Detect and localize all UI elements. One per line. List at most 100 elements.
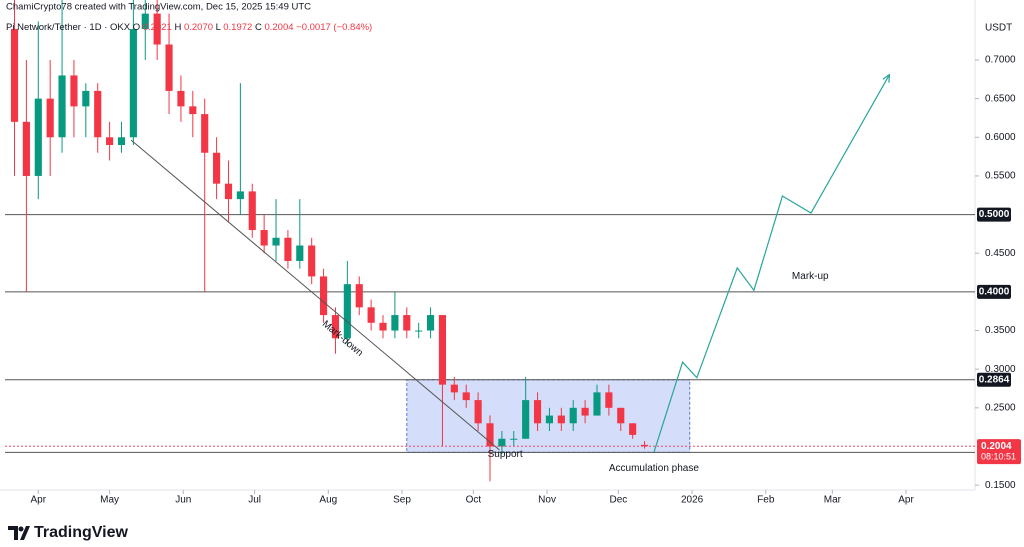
x-tick-label: Oct	[466, 495, 482, 506]
candle-body	[308, 245, 316, 277]
x-tick-label: Sep	[393, 495, 411, 506]
x-tick-label: May	[100, 495, 119, 506]
candle-body	[403, 315, 411, 331]
level-label: 0.5000	[979, 209, 1010, 220]
candle-body	[141, 13, 149, 30]
symbol: Pi Network/Tether · 1D · OKX	[6, 22, 131, 33]
candle-body	[379, 322, 387, 331]
candle-body	[272, 237, 280, 246]
candle-body	[22, 121, 30, 176]
candle-body	[284, 237, 292, 261]
header: ChamiCrypto78 created with TradingView.c…	[6, 2, 311, 13]
candle-body	[593, 392, 601, 416]
candle-body	[450, 384, 458, 393]
candle-body	[106, 137, 114, 146]
countdown: 08:10:51	[981, 452, 1016, 462]
markdown-line	[130, 139, 500, 451]
candle-body	[248, 191, 256, 231]
level-label-box	[977, 372, 1011, 387]
x-tick-label: Aug	[319, 495, 337, 506]
ohlc-value: 0.2021	[143, 22, 172, 33]
x-tick-label: Jul	[248, 495, 261, 506]
level-label: 0.4000	[979, 287, 1010, 298]
candle-body	[213, 152, 221, 184]
x-tick-label: Apr	[31, 495, 47, 506]
y-tick-label: 0.3500	[985, 325, 1016, 336]
logo-dot	[18, 526, 24, 532]
candle-body	[486, 423, 494, 447]
candle-body	[224, 183, 233, 200]
x-tick-label: 2026	[681, 495, 704, 506]
y-tick-label: 0.4500	[985, 248, 1016, 259]
candle-body	[94, 90, 102, 138]
level-label-box	[977, 284, 1011, 299]
candle-body	[569, 407, 577, 424]
candle-body	[391, 315, 399, 331]
candle-body	[367, 307, 375, 323]
candle-body	[426, 315, 435, 331]
candle-body	[70, 75, 78, 107]
candle-body	[165, 44, 173, 91]
candle-body	[34, 98, 42, 176]
candle-body	[189, 106, 197, 115]
x-tick-label: Dec	[609, 495, 627, 506]
candle-body	[153, 13, 161, 45]
plot	[5, 0, 975, 482]
candle-body	[474, 400, 482, 424]
y-tick-label: 0.3000	[985, 364, 1016, 375]
annotation: Mark-up	[792, 271, 829, 282]
y-tick-label: 0.7000	[985, 55, 1016, 66]
annotation: Accumulation phase	[609, 463, 699, 474]
x-tick-label: Nov	[538, 495, 556, 506]
candle-body	[533, 400, 542, 424]
ohlc-key: L	[216, 22, 221, 33]
candle-body	[201, 114, 209, 153]
candle-body	[10, 29, 19, 122]
candle-body	[58, 75, 66, 138]
y-tick-label: 0.1500	[985, 480, 1016, 491]
candle-body	[617, 407, 625, 424]
ohlc-key: O	[133, 22, 140, 33]
candle-body	[640, 444, 649, 447]
logo: TradingView	[8, 524, 129, 541]
candle-body	[177, 90, 185, 107]
candle-body	[510, 438, 518, 440]
y-tick-label: 0.6000	[985, 132, 1016, 143]
candle-body	[438, 315, 447, 385]
y-tick-label: 0.5500	[985, 171, 1016, 182]
logo-icon	[8, 526, 30, 540]
change: −0.0017 (−0.84%)	[296, 22, 372, 33]
candle-body	[82, 90, 90, 107]
y-tick-label: 0.2500	[985, 402, 1016, 413]
candle-body	[415, 330, 423, 332]
candle-body	[236, 191, 244, 200]
candle-body	[117, 137, 126, 146]
x-tick-label: Apr	[898, 495, 914, 506]
currency: USDT	[985, 23, 1012, 34]
x-tick-label: Jun	[175, 495, 191, 506]
candle-body	[296, 245, 304, 261]
x-tick-label: Mar	[824, 495, 842, 506]
ohlc-key: C	[255, 22, 262, 33]
ohlc-value: 0.1972	[223, 22, 252, 33]
x-tick-label: Feb	[757, 495, 775, 506]
candle-body	[498, 438, 506, 447]
candle-body	[545, 415, 554, 424]
last-price-label: 0.2004	[981, 441, 1012, 452]
candle-body	[605, 392, 613, 408]
candle-body	[320, 276, 328, 316]
candle-body	[343, 284, 351, 339]
level-label: 0.2864	[979, 374, 1010, 385]
ohlc-key: H	[174, 22, 181, 33]
candle-body	[629, 423, 637, 435]
candle-body	[331, 315, 340, 339]
level-label-box	[977, 207, 1011, 222]
annotation: Support	[488, 449, 523, 460]
ohlc-value: 0.2070	[184, 22, 213, 33]
candle-body	[355, 284, 363, 308]
brand: TradingView	[34, 524, 129, 541]
ohlc-value: 0.2004	[264, 22, 293, 33]
legend: Pi Network/Tether · 1D · OKX O 0.2021 H …	[6, 22, 372, 33]
